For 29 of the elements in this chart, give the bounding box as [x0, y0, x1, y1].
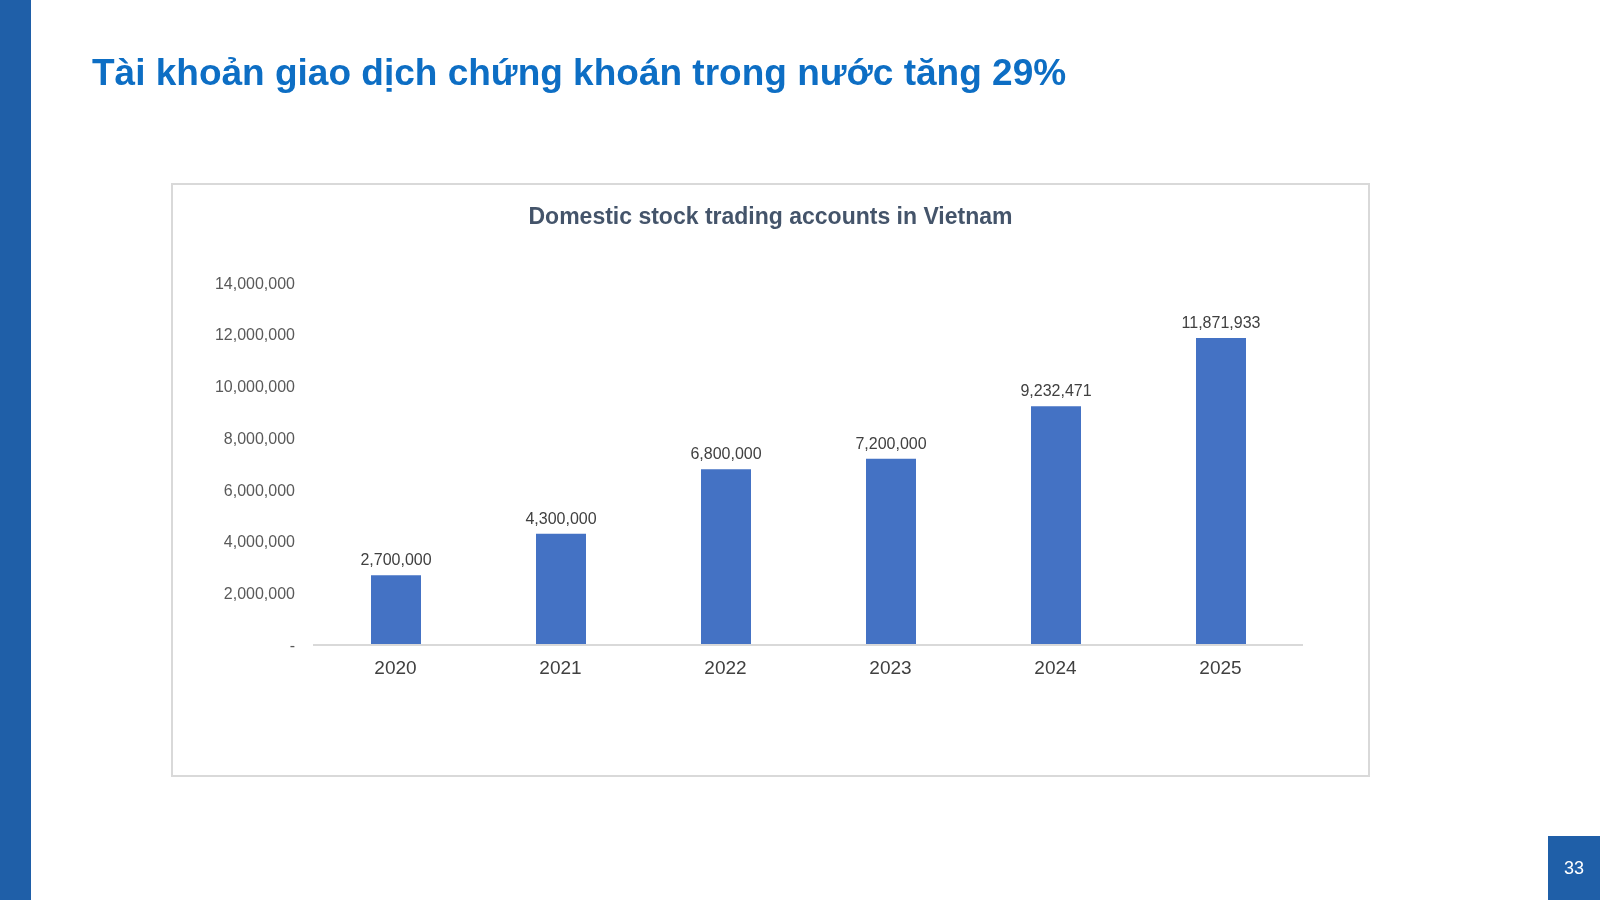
bar — [1196, 338, 1246, 645]
y-tick-label: 4,000,000 — [223, 533, 296, 551]
bar — [866, 458, 916, 645]
bar — [536, 533, 586, 645]
y-tick-label: 14,000,000 — [214, 274, 296, 292]
y-tick-label: - — [289, 636, 295, 654]
text: 33 — [1548, 836, 1600, 900]
x-tick-label: 2022 — [704, 657, 747, 679]
y-tick-label: 12,000,000 — [214, 326, 296, 344]
x-tick-label: 2021 — [539, 657, 582, 679]
bar — [1031, 406, 1081, 645]
bar — [371, 575, 421, 645]
data-label: 6,800,000 — [690, 445, 762, 463]
x-tick-label: 2024 — [1034, 657, 1078, 679]
data-label: 9,232,471 — [1020, 382, 1092, 400]
chart-title: Tài khoản giao dịch chứng khoán trong nước tăng 29% — [92, 52, 1067, 94]
data-label: 7,200,000 — [855, 434, 927, 452]
y-tick-label: 6,000,000 — [223, 481, 296, 499]
x-tick-label: 2025 — [1199, 657, 1242, 679]
data-label: 11,871,933 — [1181, 314, 1261, 332]
data-label: 4,300,000 — [525, 509, 597, 527]
x-tick-label: 2023 — [869, 657, 912, 679]
y-tick-label: 8,000,000 — [223, 429, 296, 447]
data-label: 2,700,000 — [360, 551, 432, 569]
x-tick-label: 2020 — [374, 657, 417, 679]
y-tick-label: 10,000,000 — [214, 378, 296, 396]
chart-subtitle: Domestic stock trading accounts in Vietnam — [527, 203, 1014, 230]
bar — [701, 469, 751, 645]
y-tick-label: 2,000,000 — [223, 584, 296, 602]
